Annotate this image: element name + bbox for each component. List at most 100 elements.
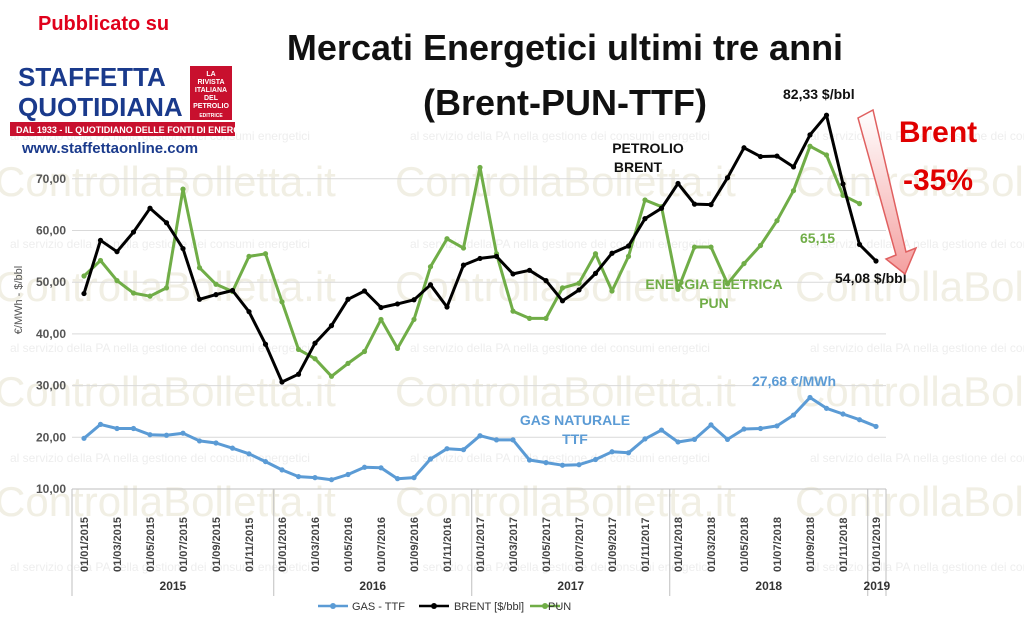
data-point-gas-ttf	[724, 436, 731, 442]
x-tick-label: 01/05/2016	[343, 517, 355, 572]
data-point-pun	[114, 278, 120, 284]
chart-subtitle: (Brent-PUN-TTF)	[423, 82, 707, 123]
data-point-gas-ttf	[856, 417, 863, 423]
x-tick-label: 01/01/2019	[871, 517, 883, 572]
x-tick-label: 01/03/2017	[508, 517, 520, 572]
x-tick-label: 01/01/2018	[673, 517, 685, 572]
x-tick-label: 01/11/2018	[838, 518, 850, 572]
data-point-brent-bbl	[675, 180, 681, 187]
data-point-gas-ttf	[543, 460, 549, 466]
year-label: 2018	[755, 579, 782, 593]
data-point-pun	[361, 348, 368, 355]
data-point-gas-ttf	[625, 450, 632, 456]
data-point-gas-ttf	[427, 456, 434, 462]
data-point-brent-bbl	[543, 278, 549, 284]
data-point-pun	[427, 264, 434, 270]
data-point-pun	[691, 244, 698, 250]
data-point-pun	[856, 201, 863, 207]
data-point-brent-bbl	[559, 298, 566, 304]
y-tick-label: 50,00	[36, 275, 66, 289]
watermark-subtext: al servizio della PA nella gestione dei …	[810, 451, 1024, 465]
data-point-brent-bbl	[691, 201, 698, 207]
year-label: 2017	[557, 579, 584, 593]
data-point-gas-ttf	[658, 427, 665, 433]
data-point-pun	[625, 253, 632, 259]
year-label: 2016	[359, 579, 386, 593]
data-point-gas-ttf	[213, 440, 219, 446]
data-point-pun	[295, 346, 302, 353]
data-point-pun	[823, 152, 830, 158]
data-point-pun	[790, 188, 797, 194]
watermark-text: ControllaBolletta.it	[795, 368, 1024, 415]
data-point-gas-ttf	[840, 411, 846, 417]
data-point-brent-bbl	[147, 205, 153, 211]
x-tick-label: 01/03/2015	[112, 517, 124, 572]
data-point-pun	[213, 281, 219, 287]
data-point-gas-ttf	[559, 462, 566, 468]
data-point-brent-bbl	[295, 371, 302, 377]
y-tick-label: 70,00	[36, 172, 66, 186]
series-layer	[81, 112, 879, 483]
staffetta-line1: STAFFETTA	[18, 62, 166, 92]
legend: GAS - TTF BRENT [$/bbl] PUN	[318, 601, 571, 613]
data-point-gas-ttf	[196, 438, 203, 444]
data-point-brent-bbl	[163, 220, 170, 226]
brent-drop-arrow	[857, 108, 918, 276]
data-point-pun	[345, 360, 351, 366]
x-tick-label: 01/11/2016	[442, 518, 454, 572]
data-point-brent-bbl	[427, 282, 434, 288]
arrow-icon	[857, 108, 918, 276]
data-point-gas-ttf	[493, 437, 500, 443]
data-point-brent-bbl	[625, 243, 632, 249]
publisher-logo: Pubblicato su STAFFETTA QUOTIDIANA DAL 1…	[10, 13, 250, 157]
data-point-pun	[559, 285, 566, 291]
watermark-subtext: al servizio della PA nella gestione dei …	[10, 560, 310, 574]
badge-line: PETROLIO	[193, 103, 229, 110]
data-point-brent-bbl	[213, 292, 219, 298]
badge-bottom: EDITRICE	[199, 113, 223, 119]
year-label: 2015	[160, 579, 187, 593]
data-point-pun	[312, 356, 318, 362]
website: www.staffettaonline.com	[21, 140, 198, 157]
y-axis-label: €/MWh - $/bbl	[13, 266, 25, 334]
data-point-pun	[675, 286, 681, 293]
published-on-label: Pubblicato su	[38, 13, 169, 35]
data-point-pun	[444, 236, 450, 242]
data-point-brent-bbl	[576, 287, 582, 293]
x-tick-label: 01/09/2018	[805, 517, 817, 572]
data-point-brent-bbl	[312, 340, 318, 346]
brent-max-label: 82,33 $/bbl	[783, 86, 855, 102]
data-point-pun	[774, 218, 780, 224]
data-point-brent-bbl	[378, 304, 384, 311]
badge-line: DEL	[204, 95, 219, 102]
badge-line: RIVISTA	[197, 79, 224, 86]
data-point-pun	[196, 265, 203, 271]
watermark-subtext: al servizio della PA nella gestione dei …	[10, 341, 310, 355]
data-point-brent-bbl	[790, 164, 797, 170]
data-point-pun	[543, 315, 549, 321]
data-point-pun	[592, 251, 599, 257]
watermark-subtext: al servizio della PA nella gestione dei …	[10, 237, 310, 251]
data-point-gas-ttf	[279, 467, 285, 473]
watermark-subtext: al servizio della PA nella gestione dei …	[810, 237, 1024, 251]
data-point-pun	[741, 260, 747, 267]
pun-last-label: 65,15	[800, 230, 835, 246]
data-point-gas-ttf	[180, 430, 186, 436]
year-label: 2019	[864, 579, 891, 593]
data-point-gas-ttf	[229, 445, 236, 451]
data-point-gas-ttf	[130, 425, 137, 432]
data-point-gas-ttf	[691, 436, 698, 442]
watermark-subtext: al servizio della PA nella gestione dei …	[810, 560, 1024, 574]
data-point-brent-bbl	[411, 297, 417, 303]
data-point-gas-ttf	[741, 426, 747, 432]
y-tick-label: 30,00	[36, 379, 66, 393]
x-tick-label: 01/07/2017	[574, 517, 586, 572]
data-point-gas-ttf	[526, 457, 533, 463]
watermark-subtext: al servizio della PA nella gestione dei …	[410, 560, 710, 574]
data-point-brent-bbl	[741, 145, 747, 151]
x-tick-label: 01/07/2018	[772, 517, 784, 572]
data-point-gas-ttf	[708, 422, 714, 428]
x-tick-label: 01/09/2015	[211, 517, 223, 572]
y-tick-label: 60,00	[36, 224, 66, 238]
